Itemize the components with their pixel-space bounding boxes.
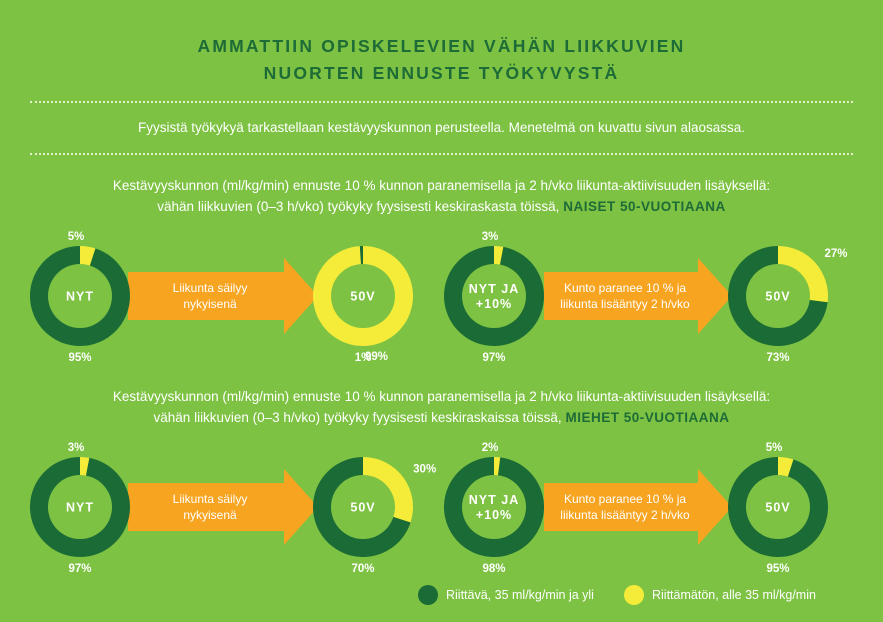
women-s2-start-label-insufficient: 3% [482,231,499,243]
women-s1-end-ring-center [331,264,395,328]
legend-swatch-sufficient [418,585,438,605]
men-s1-end-label-insufficient: 30% [413,464,436,476]
men-s2-arrow-label: Kunto paranee 10 % ja [564,492,686,506]
men-desc-line1: Kestävyyskunnon (ml/kg/min) ennuste 10 %… [112,389,771,404]
women-s2-arrow-label: liikunta lisääntyy 2 h/vko [560,297,690,311]
women-s1-end-center-label: 50V [350,290,375,304]
men-s2-start-ring-center [462,475,526,539]
women-description: Kestävyyskunnon (ml/kg/min) ennuste 10 %… [0,175,883,217]
legend-insufficient: Riittämätön, alle 35 ml/kg/min [624,585,816,605]
legend-swatch-insufficient [624,585,644,605]
men-s1-arrow [128,469,318,545]
men-s2-start-label-insufficient: 2% [482,442,499,454]
men-s1-end-ring-center [331,475,395,539]
men-s1-end-center-label: 50V [350,501,375,515]
women-desc-line1: Kestävyyskunnon (ml/kg/min) ennuste 10 %… [112,178,771,193]
legend-label-sufficient: Riittävä, 35 ml/kg/min ja yli [446,588,594,602]
women-s1-arrow [128,258,318,334]
men-group-label: MIEHET 50-VUOTIAANA [565,410,730,425]
men-desc-line2: vähän liikkuvien (0–3 h/vko) työkyky fyy… [153,410,562,425]
women-s2-arrow [544,258,732,334]
women-s2-start-label-sufficient: 97% [482,352,505,364]
women-s1-arrow-label: Liikunta säilyy [173,281,248,295]
men-s1-start-label-insufficient: 3% [68,442,85,454]
page-title-line2: NUORTEN ENNUSTE TYÖKYVYSTÄ [263,63,620,83]
intro-text: Fyysistä työkykyä tarkastellaan kestävyy… [137,120,746,135]
legend-sufficient: Riittävä, 35 ml/kg/min ja yli [418,585,594,605]
women-s2-end-label-insufficient: 27% [825,248,848,260]
women-s2-end-center-label: 50V [765,290,790,304]
men-s2-end-label-sufficient: 95% [766,563,789,575]
women-s1-start-label-insufficient: 5% [68,231,85,243]
men-s1-end-label-sufficient: 70% [351,563,374,575]
men-s2-start-center-label: NYT JA [469,493,519,507]
women-s2-start-center-label: NYT JA [469,282,519,296]
men-s2-arrow [544,469,732,545]
men-s1-start-center-label: NYT [66,501,94,515]
men-s2-start-center-label: +10% [476,508,512,522]
men-s2-end-center-label: 50V [765,501,790,515]
women-s2-arrow-label: Kunto paranee 10 % ja [564,281,686,295]
women-s1-start-ring-center [48,264,112,328]
women-s2-end-ring-center [746,264,810,328]
women-s1-start-center-label: NYT [66,290,94,304]
men-s2-end-label-insufficient: 5% [766,442,783,454]
men-s2-start-label-sufficient: 98% [482,563,505,575]
women-desc-line2: vähän liikkuvien (0–3 h/vko) työkyky fyy… [157,199,560,214]
dotted-divider [30,153,853,155]
men-s2-arrow-label: liikunta lisääntyy 2 h/vko [560,508,690,522]
women-s2-start-center-label: +10% [476,297,512,311]
women-s2-end-label-sufficient: 73% [766,352,789,364]
women-s2-start-ring-center [462,264,526,328]
women-s1-end-label-sufficient: 1% [355,352,372,364]
men-s1-start-ring-center [48,475,112,539]
men-s1-arrow-label: nykyisenä [183,508,237,522]
women-s1-arrow-label: nykyisenä [183,297,237,311]
dotted-divider [30,101,853,103]
page-title-line1: AMMATTIIN OPISKELEVIEN VÄHÄN LIIKKUVIEN [197,36,686,56]
women-s1-start-label-sufficient: 95% [68,352,91,364]
women-group-label: NAISET 50-VUOTIAANA [563,199,726,214]
women-s1-end-label-insufficient: 99% [365,351,388,363]
men-s2-end-ring-center [746,475,810,539]
men-s1-arrow-label: Liikunta säilyy [173,492,248,506]
men-description: Kestävyyskunnon (ml/kg/min) ennuste 10 %… [0,386,883,428]
men-s1-start-label-sufficient: 97% [68,563,91,575]
legend-label-insufficient: Riittämätön, alle 35 ml/kg/min [652,588,816,602]
